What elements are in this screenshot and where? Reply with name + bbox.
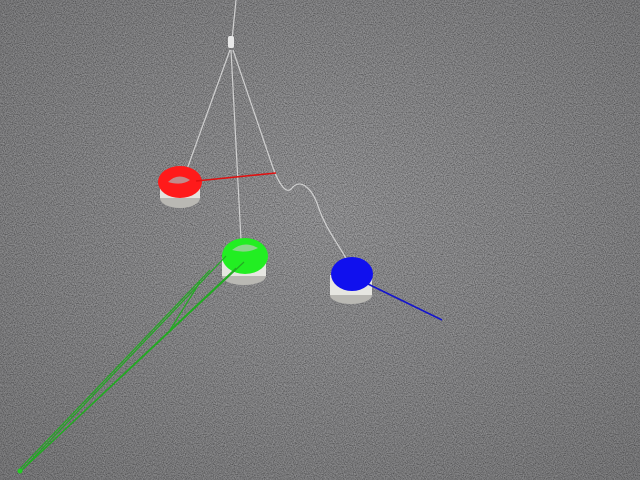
red-direction-line <box>195 172 277 182</box>
blue-direction-line <box>367 283 443 321</box>
string-knot <box>228 36 234 48</box>
green-projection-lines <box>17 255 245 473</box>
string-to-right <box>232 49 273 166</box>
suspension-strings <box>185 0 349 263</box>
string-top <box>231 0 237 41</box>
green-projection-point <box>17 468 23 474</box>
string-loop <box>271 164 349 263</box>
red-marker-cap <box>158 166 202 208</box>
string-to-red <box>185 49 231 173</box>
string-to-green <box>230 49 242 241</box>
green-marker-cap <box>222 238 268 285</box>
blue-marker-cap <box>330 257 373 304</box>
